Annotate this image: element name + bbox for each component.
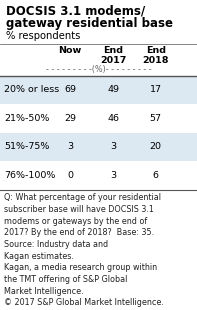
- Text: Q: What percentage of your residential
subscriber base will have DOCSIS 3.1
mode: Q: What percentage of your residential s…: [4, 193, 164, 310]
- Text: 76%-100%: 76%-100%: [4, 171, 55, 180]
- Text: % respondents: % respondents: [6, 31, 80, 41]
- Text: 17: 17: [150, 85, 162, 95]
- Text: 0: 0: [67, 171, 73, 180]
- Text: 3: 3: [110, 171, 116, 180]
- Text: 69: 69: [64, 85, 76, 95]
- Text: 21%-50%: 21%-50%: [4, 114, 49, 123]
- Text: 46: 46: [107, 114, 119, 123]
- Text: gateway residential base: gateway residential base: [6, 17, 173, 30]
- Text: End
2018: End 2018: [142, 46, 169, 65]
- Bar: [0, 104, 197, 133]
- Text: DOCSIS 3.1 modems/: DOCSIS 3.1 modems/: [6, 5, 145, 18]
- Bar: [0, 161, 197, 190]
- Text: 57: 57: [150, 114, 162, 123]
- Text: Now: Now: [58, 46, 82, 55]
- Text: End
2017: End 2017: [100, 46, 126, 65]
- Bar: [0, 76, 197, 104]
- Bar: [0, 133, 197, 161]
- Text: 51%-75%: 51%-75%: [4, 142, 49, 152]
- Text: 3: 3: [67, 142, 73, 152]
- Text: - - - - - - - - -(%)- - - - - - - - -: - - - - - - - - -(%)- - - - - - - - -: [46, 65, 151, 74]
- Text: 20: 20: [150, 142, 162, 152]
- Text: 29: 29: [64, 114, 76, 123]
- Text: 3: 3: [110, 142, 116, 152]
- Text: 20% or less: 20% or less: [4, 85, 59, 95]
- Text: 49: 49: [107, 85, 119, 95]
- Text: 6: 6: [153, 171, 159, 180]
